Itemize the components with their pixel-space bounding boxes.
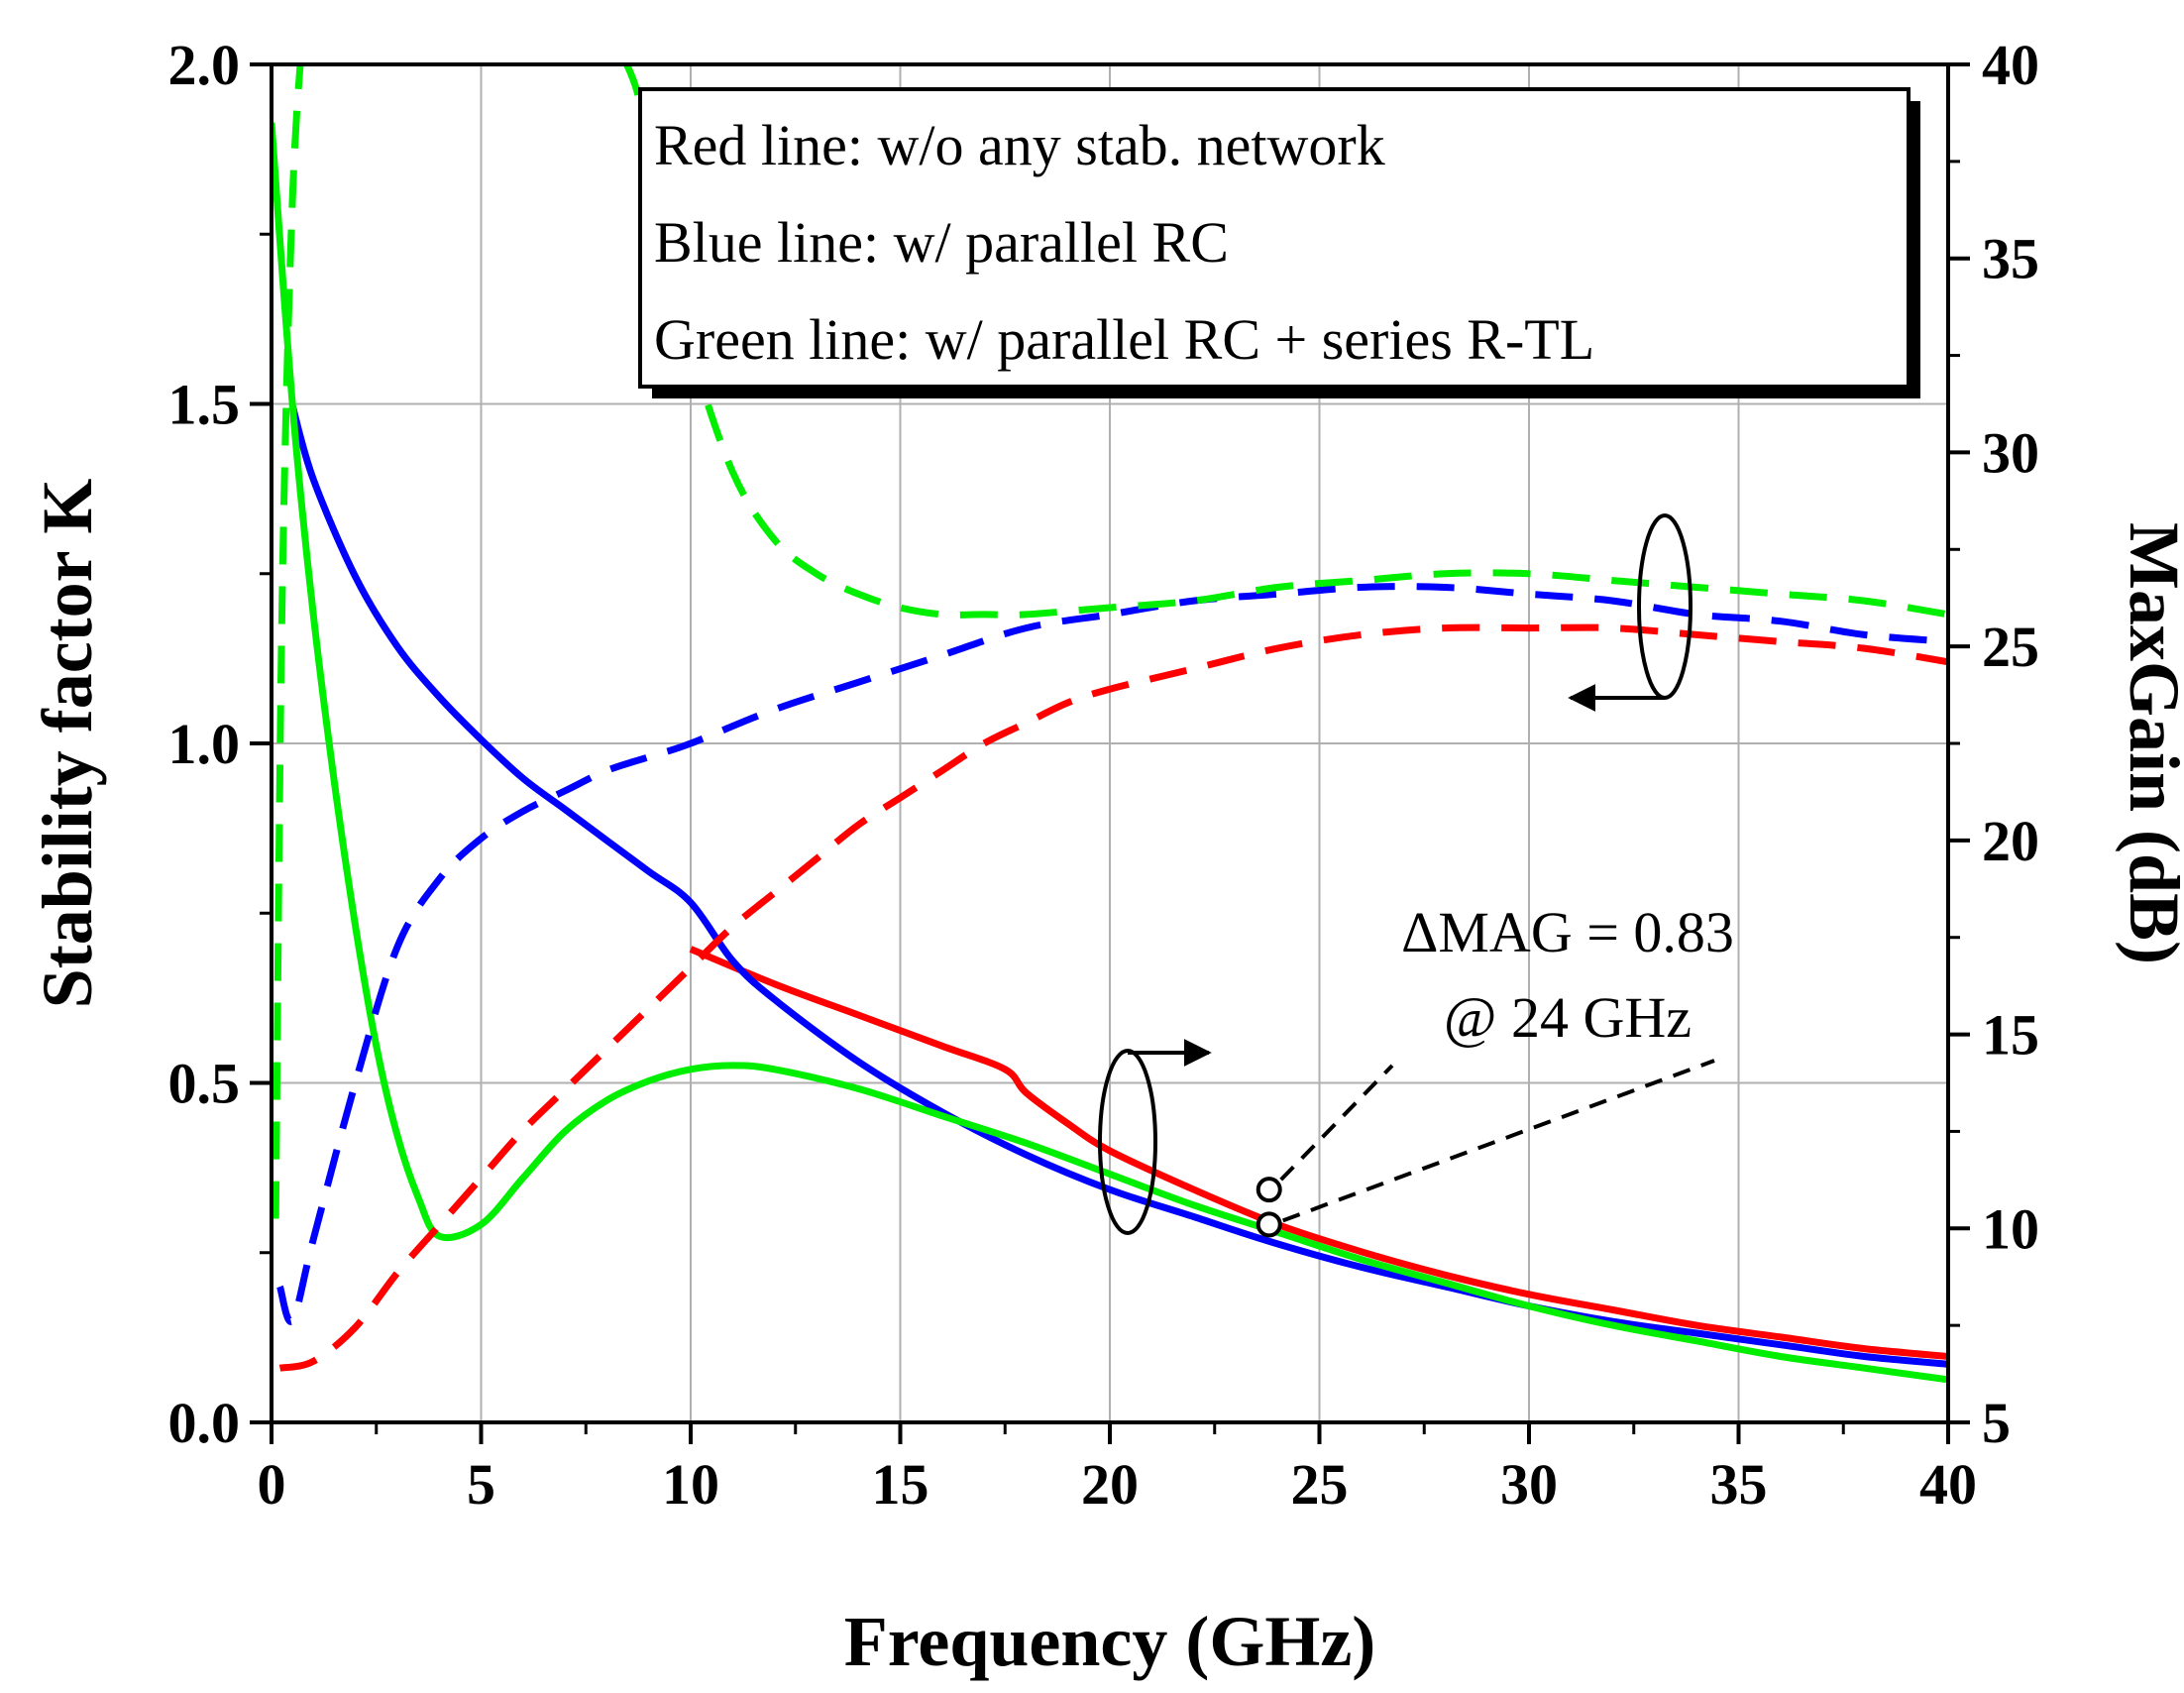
y-left-tick-label: 1.5 <box>168 373 241 437</box>
marker-red-24ghz <box>1256 1177 1282 1203</box>
k-curve-blue <box>276 583 1948 1325</box>
x-tick-label: 5 <box>467 1452 495 1517</box>
axis-tick-labels: 0 5 10 15 20 25 30 35 40 0.0 0.5 1.0 1.5 2.0 5 10 15 20 25… <box>168 33 2040 1517</box>
legend-entry-red: Red line: w/o any stab. network <box>654 113 1385 177</box>
legend-entry-blue: Blue line: w/ parallel RC <box>654 210 1229 275</box>
y-right-tick-label: 10 <box>1982 1196 2039 1261</box>
legend-entry-green: Green line: w/ parallel RC + series R-TL <box>654 307 1594 372</box>
x-tick-label: 20 <box>1081 1452 1139 1517</box>
x-tick-label: 40 <box>1919 1452 1977 1517</box>
k-curve-red <box>278 623 1948 1372</box>
maxgain-curve-green <box>272 122 1948 1384</box>
y-left-tick-label: 2.0 <box>168 33 241 97</box>
maxgain-curve-blue <box>288 404 1948 1368</box>
delta-leader-line-upper <box>1279 1064 1394 1182</box>
delta-mag-frequency-label: @ 24 GHz <box>1444 985 1692 1050</box>
y-right-tick-label: 5 <box>1982 1391 2011 1455</box>
y-right-tick-label: 35 <box>1982 227 2039 291</box>
y-left-tick-label: 0.5 <box>168 1052 241 1116</box>
y-right-tick-label: 20 <box>1982 809 2039 873</box>
y-right-tick-label: 25 <box>1982 615 2039 679</box>
legend-frame <box>638 87 1911 389</box>
legend-box: Red line: w/o any stab. network Blue lin… <box>638 87 1920 398</box>
y-left-tick-label: 1.0 <box>168 712 241 776</box>
x-axis-title: Frequency (GHz) <box>844 1602 1376 1681</box>
x-tick-label: 0 <box>258 1452 286 1517</box>
y-right-axis-title: MaxGain (dB) <box>2115 522 2184 964</box>
y-left-tick-label: 0.0 <box>168 1391 241 1455</box>
k-curve-green <box>272 64 1948 1219</box>
axis-ticks <box>250 62 1970 1444</box>
y-right-tick-label: 15 <box>1982 1003 2039 1068</box>
y-left-axis-title: Stability factor K <box>28 479 107 1009</box>
x-tick-label: 30 <box>1500 1452 1558 1517</box>
x-tick-label: 25 <box>1291 1452 1349 1517</box>
x-tick-label: 15 <box>872 1452 929 1517</box>
delta-leader-line-lower <box>1282 1059 1715 1223</box>
delta-mag-label: ΔMAG = 0.83 <box>1401 900 1734 964</box>
x-tick-label: 35 <box>1710 1452 1768 1517</box>
y-right-tick-label: 30 <box>1982 420 2039 485</box>
y-right-tick-label: 40 <box>1982 33 2039 97</box>
annotations: ΔMAG = 0.83 @ 24 GHz <box>1098 513 1734 1238</box>
x-tick-label: 10 <box>662 1452 719 1517</box>
marker-green-24ghz <box>1256 1211 1282 1238</box>
